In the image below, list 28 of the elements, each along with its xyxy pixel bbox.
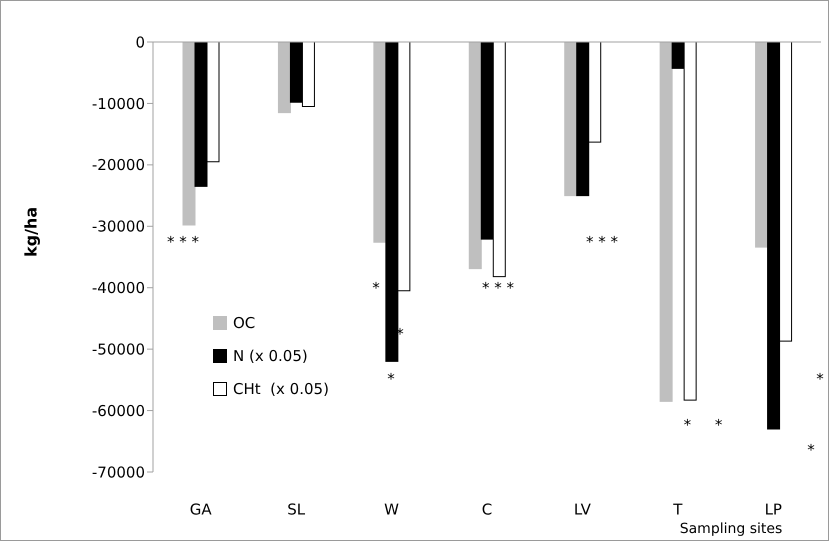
annotation: * * *	[482, 279, 515, 297]
x-tick-label: C	[482, 500, 492, 519]
annotation: *	[807, 441, 816, 459]
x-tick-label: LP	[764, 500, 782, 519]
annotation: * * *	[166, 233, 200, 251]
annotation: *	[816, 370, 824, 388]
y-tick-label: -50000	[92, 340, 145, 358]
x-tick-label: T	[672, 500, 684, 519]
legend-label: CHt (x 0.05)	[233, 380, 329, 398]
annotation: * * *	[586, 233, 619, 251]
x-tick-label: W	[384, 500, 400, 519]
y-tick-label: -30000	[92, 218, 145, 236]
annotation: *	[372, 279, 380, 297]
y-tick-label: -70000	[92, 463, 145, 482]
y-tick-label: -60000	[92, 402, 145, 420]
y-tick-label: 0	[135, 33, 145, 52]
annotation: *	[387, 370, 396, 388]
annotation: * *	[684, 416, 723, 434]
x-tick-label: GA	[190, 500, 212, 519]
y-tick-label: -10000	[92, 94, 145, 113]
x-axis-title: Sampling sites	[680, 521, 782, 537]
y-tick-label: -40000	[92, 279, 145, 298]
legend-label: N (x 0.05)	[233, 346, 308, 364]
x-tick-label: LV	[574, 500, 592, 519]
y-axis-title: kg/ha	[22, 206, 41, 257]
x-tick-label: SL	[287, 500, 306, 519]
legend-label: OC	[233, 314, 256, 332]
y-tick-label: -20000	[92, 156, 145, 174]
